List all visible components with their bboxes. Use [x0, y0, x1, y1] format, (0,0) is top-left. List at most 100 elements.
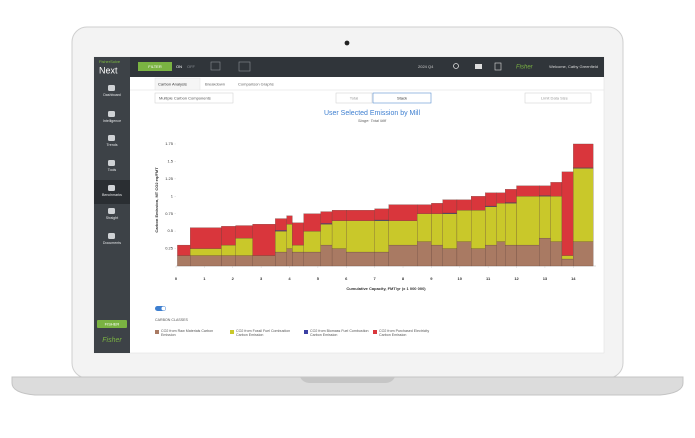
y-tick-label: 0.25 [165, 246, 174, 251]
legend-label-box: CO2 from Raw Materials Carbon Emission [161, 329, 214, 338]
legend-label-box: CO2 from Fossil Fuel Combustion Carbon E… [236, 329, 291, 338]
x-tick-label: 10 [458, 276, 463, 281]
bar-segment [456, 241, 472, 267]
nav-item[interactable]: Benchmarks [102, 193, 122, 197]
bar-segment [320, 224, 333, 246]
bar-segment [496, 192, 506, 204]
legend-title: CARBON CLASSES [155, 318, 189, 322]
bar-segment [442, 248, 458, 267]
mail-icon[interactable] [475, 64, 482, 69]
legend-swatch [373, 330, 377, 334]
x-tick-label: 5 [317, 276, 320, 281]
tab[interactable]: Breakdown [205, 82, 225, 87]
bar-segment [303, 251, 321, 267]
bar-segment [235, 237, 253, 256]
bar-segment [516, 244, 540, 267]
nav: Dashboard Intelligence Trends Tools Benchmar… [102, 85, 122, 245]
nav-item[interactable]: Straight [106, 216, 118, 220]
legend-swatch [304, 330, 308, 334]
chart-subtitle: Stage: Total Mill [358, 118, 386, 123]
bar-segment [292, 222, 304, 246]
bar-segment [177, 244, 191, 256]
laptop-notch [300, 377, 395, 383]
legend-label[interactable]: CO2 from Purchased Electricity Carbon Em… [379, 329, 430, 338]
bar-segment [496, 241, 506, 267]
nav-item[interactable]: Trends [106, 143, 117, 147]
nav-item[interactable]: Dashboard [103, 93, 121, 97]
legend-label[interactable]: CO2 from Biomass Fuel Combustion Carbon … [310, 329, 369, 338]
nav-icon [108, 160, 115, 166]
bar-segment [456, 199, 472, 211]
total-button[interactable] [335, 92, 373, 104]
bar-segment [303, 213, 321, 232]
filter-button[interactable] [138, 62, 172, 71]
stack-label: Stack [397, 95, 407, 100]
x-tick-label: 14 [571, 276, 576, 281]
x-tick-label: 9 [430, 276, 433, 281]
dropdown[interactable] [154, 92, 234, 104]
legend-label[interactable]: CO2 from Raw Materials Carbon Emission [161, 329, 214, 338]
bar-segment [292, 244, 304, 253]
bar-segment [496, 203, 506, 242]
icon[interactable] [210, 61, 221, 71]
topbar [130, 57, 604, 77]
bar-segment [516, 196, 540, 246]
bar-segment [320, 211, 333, 224]
fisher-button-label: FISHER [105, 321, 120, 326]
search-icon[interactable] [453, 63, 459, 69]
y-tick-label: 1 [171, 193, 174, 198]
bar-segment [539, 185, 551, 196]
bar-segment [177, 255, 191, 267]
bar-segment [471, 248, 486, 267]
y-tick-label: 0.75 [165, 211, 174, 216]
bar-segment [573, 143, 594, 168]
bar-segment [573, 241, 594, 267]
bar-segment [252, 224, 276, 256]
bar-segment [505, 244, 517, 267]
bar-segment [374, 251, 389, 267]
bar-segment [190, 227, 222, 249]
icon[interactable] [238, 61, 251, 72]
x-tick-label: 7 [374, 276, 377, 281]
filter-label: FILTER [148, 64, 162, 69]
tab-active[interactable] [154, 77, 201, 91]
filter-on[interactable]: ON [176, 64, 182, 69]
period[interactable]: 2024 Q4 [418, 64, 434, 69]
bar-segment [331, 220, 347, 249]
tab[interactable]: Comparison Graphs [238, 82, 274, 87]
nav-item[interactable]: Intelligence [103, 119, 121, 123]
nav-icon [108, 135, 115, 141]
bar-segment [275, 218, 287, 231]
bar-segment [286, 215, 293, 225]
bar-segment [417, 241, 432, 267]
bar-segment [221, 244, 236, 256]
nav-item[interactable]: Tools [108, 168, 117, 172]
bar-segment [471, 196, 486, 211]
bar-segment [539, 237, 551, 267]
bar-segment [252, 255, 276, 267]
x-tick-label: 3 [260, 276, 263, 281]
bar-segment [431, 203, 443, 214]
y-tick-label: 0.5 [167, 228, 173, 233]
bar-segment [417, 204, 432, 214]
bar-segment [374, 220, 389, 253]
nav-item[interactable]: Documents [103, 241, 121, 245]
welcome[interactable]: Welcome, Cathy Greenfield [549, 64, 598, 69]
filter-off[interactable]: OFF [187, 64, 196, 69]
y-tick-label: 1.25 [165, 176, 174, 181]
bar-segment [374, 208, 389, 221]
fisher-button[interactable] [97, 320, 127, 328]
bar-segment [235, 225, 253, 239]
bar-segment [550, 196, 563, 242]
x-tick-label: 0 [175, 276, 178, 281]
bar-segment [431, 213, 443, 246]
legend-label[interactable]: CO2 from Fossil Fuel Combustion Carbon E… [236, 329, 291, 338]
doc-icon[interactable] [494, 62, 502, 71]
limit-dropdown[interactable] [524, 92, 592, 104]
tab[interactable]: Carbon Analysis [158, 82, 187, 87]
bar-segment [346, 220, 375, 253]
stack-button[interactable] [372, 92, 432, 104]
x-tick-label: 2 [232, 276, 235, 281]
bar-segment [275, 231, 287, 253]
